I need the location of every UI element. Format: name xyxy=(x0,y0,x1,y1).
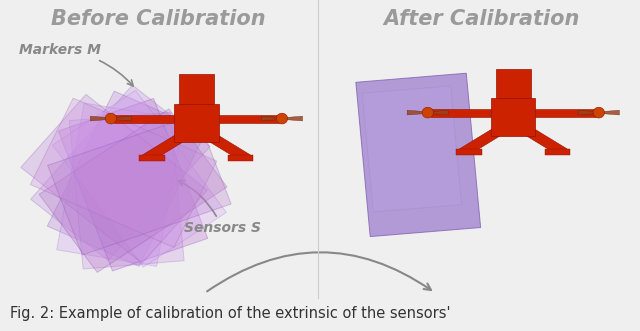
Polygon shape xyxy=(460,130,500,155)
Polygon shape xyxy=(58,98,208,271)
Polygon shape xyxy=(491,98,536,136)
Polygon shape xyxy=(140,155,164,161)
Polygon shape xyxy=(228,155,253,161)
Polygon shape xyxy=(219,115,279,123)
Polygon shape xyxy=(47,115,231,255)
Text: Fig. 2: Example of calibration of the extrinsic of the sensors': Fig. 2: Example of calibration of the ex… xyxy=(10,306,450,321)
Polygon shape xyxy=(30,98,217,248)
Circle shape xyxy=(422,107,433,118)
Text: Before Calibration: Before Calibration xyxy=(51,9,266,29)
Polygon shape xyxy=(284,116,303,121)
Polygon shape xyxy=(496,69,531,98)
Circle shape xyxy=(105,113,116,124)
Polygon shape xyxy=(179,74,214,104)
Polygon shape xyxy=(114,115,174,123)
Text: Sensors S: Sensors S xyxy=(179,181,260,235)
Polygon shape xyxy=(57,103,184,266)
Text: After Calibration: After Calibration xyxy=(383,9,580,29)
Polygon shape xyxy=(407,110,426,115)
Text: Markers M: Markers M xyxy=(19,43,133,86)
Polygon shape xyxy=(20,94,207,263)
Polygon shape xyxy=(209,136,250,161)
Polygon shape xyxy=(174,104,219,142)
Polygon shape xyxy=(526,130,567,155)
Polygon shape xyxy=(431,109,491,117)
Polygon shape xyxy=(47,91,206,266)
Polygon shape xyxy=(31,85,210,260)
Polygon shape xyxy=(578,110,597,115)
Polygon shape xyxy=(90,116,109,121)
Polygon shape xyxy=(39,109,227,272)
Polygon shape xyxy=(545,149,570,155)
Circle shape xyxy=(593,107,605,118)
Polygon shape xyxy=(52,90,227,267)
Polygon shape xyxy=(356,73,481,237)
Polygon shape xyxy=(536,109,596,117)
Polygon shape xyxy=(143,136,184,161)
Polygon shape xyxy=(113,116,131,121)
Polygon shape xyxy=(362,86,461,212)
Polygon shape xyxy=(456,149,482,155)
Polygon shape xyxy=(261,116,280,121)
Circle shape xyxy=(276,113,287,124)
Polygon shape xyxy=(429,110,449,115)
Polygon shape xyxy=(69,112,184,269)
Polygon shape xyxy=(600,110,620,115)
